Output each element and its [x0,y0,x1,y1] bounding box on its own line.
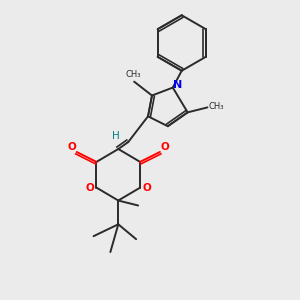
Text: CH₃: CH₃ [208,102,224,111]
Text: H: H [112,131,120,141]
Text: O: O [143,183,152,193]
Text: N: N [173,80,182,90]
Text: O: O [85,183,94,193]
Text: CH₃: CH₃ [125,70,141,79]
Text: O: O [160,142,169,152]
Text: O: O [68,142,76,152]
